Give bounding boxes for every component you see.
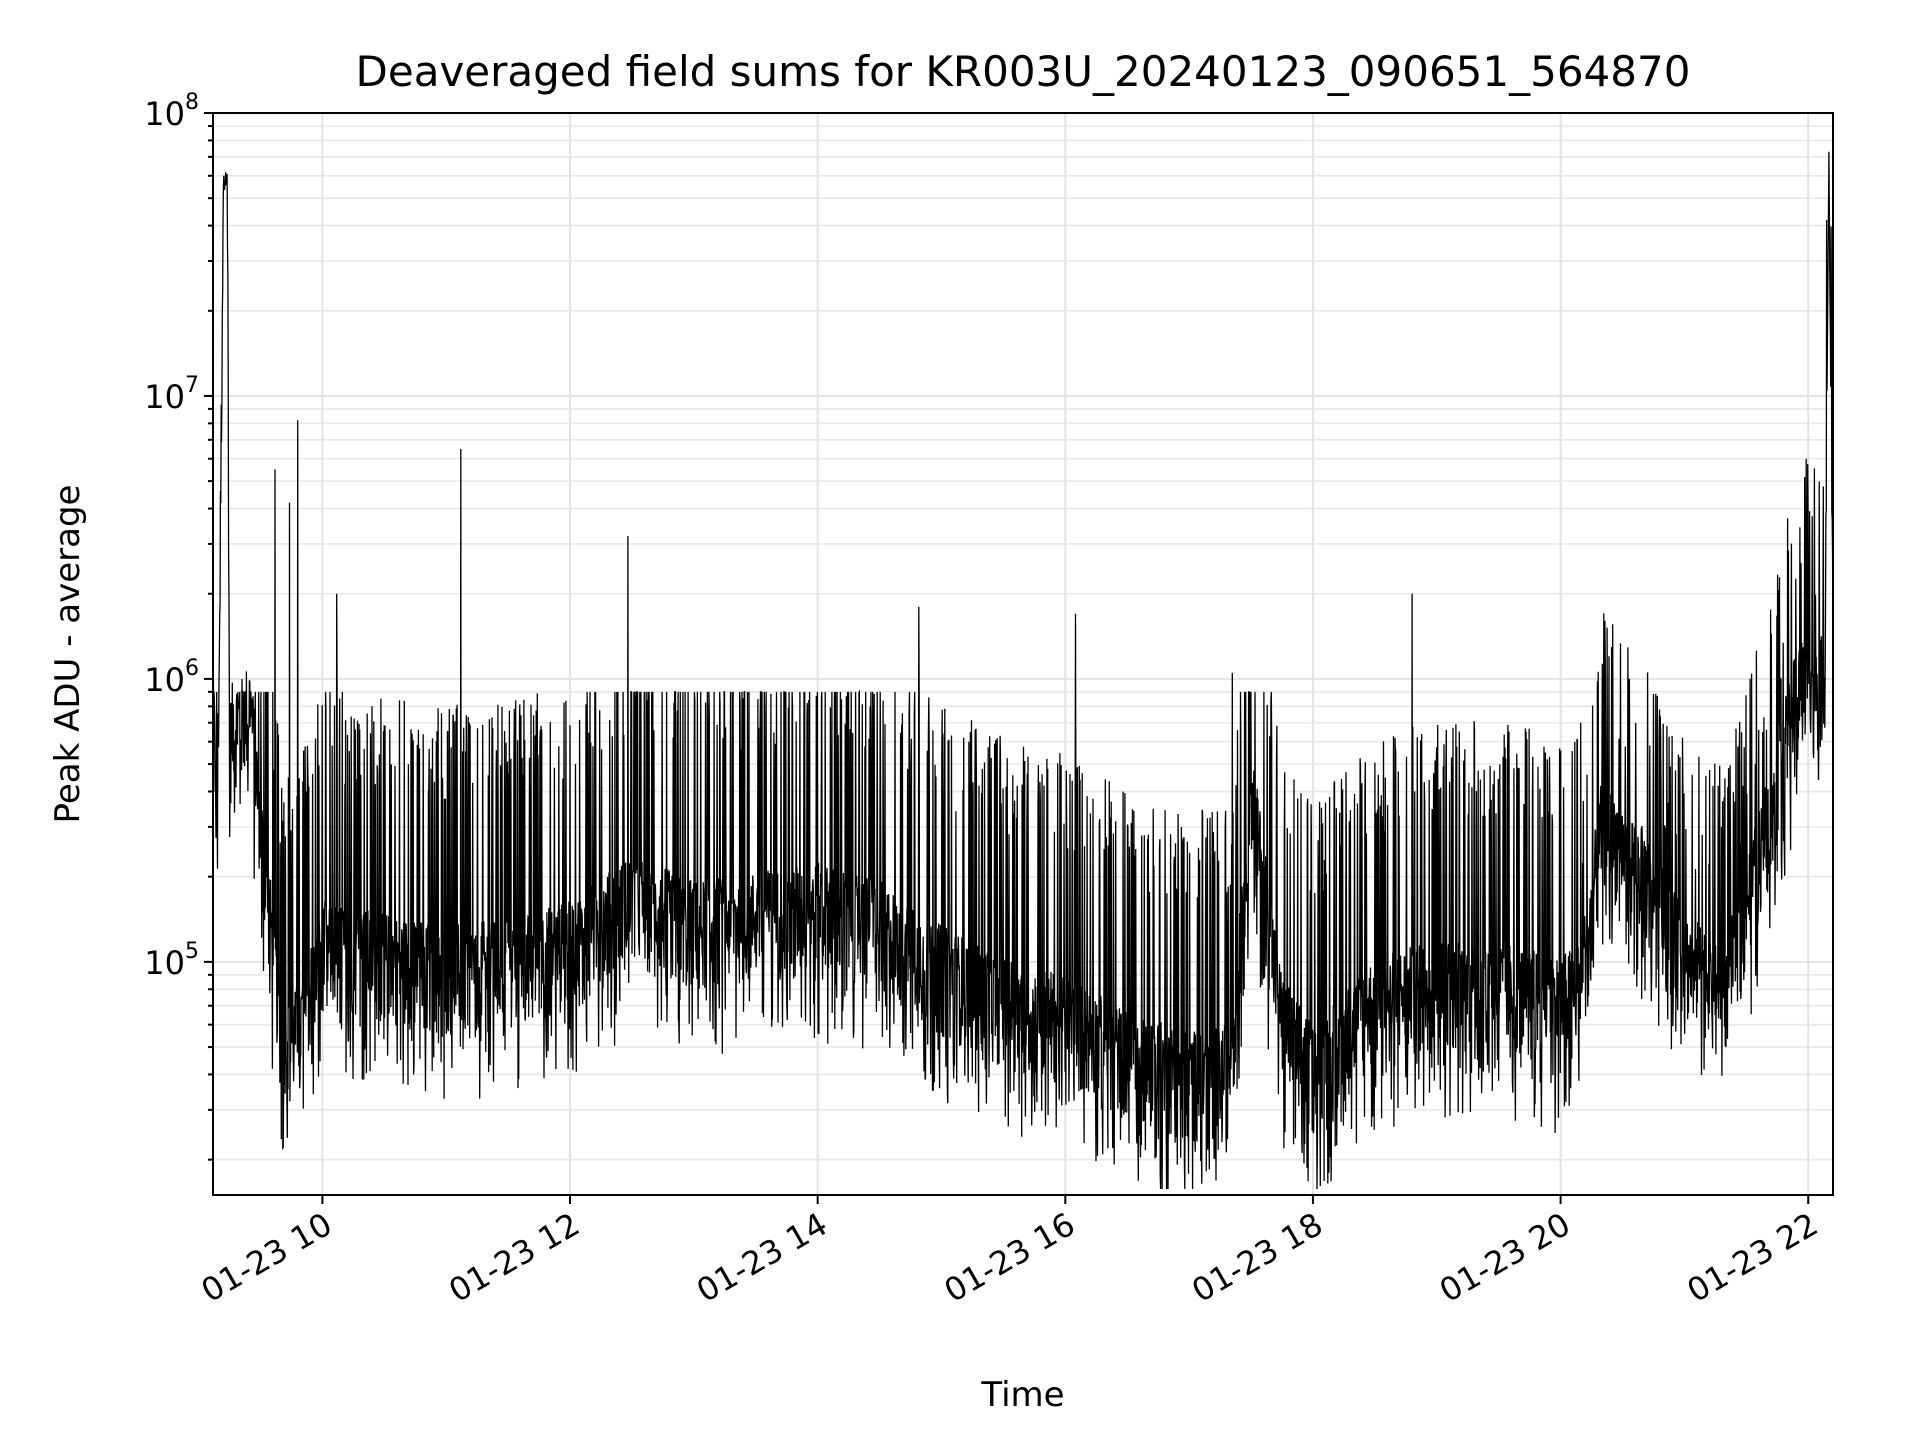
x-tick-label: 01-23 16	[938, 1205, 1082, 1310]
x-tick-label: 01-23 10	[195, 1205, 339, 1310]
y-tick-base: 10	[144, 661, 185, 699]
y-tick-base: 10	[144, 378, 185, 416]
plot-area	[212, 151, 1834, 1190]
x-axis: 01-23 10 01-23 12 01-23 14 01-23 16 01-23 18…	[195, 1195, 1824, 1310]
x-tick-label: 01-23 22	[1681, 1205, 1825, 1310]
y-tick-label: 108	[144, 90, 199, 133]
y-tick-label: 107	[144, 373, 199, 416]
y-tick-exponent: 7	[185, 373, 199, 398]
y-tick-exponent: 6	[185, 656, 199, 681]
x-tick-label: 01-23 14	[690, 1205, 834, 1310]
y-tick-exponent: 5	[185, 939, 199, 964]
x-tick-label: 01-23 12	[442, 1205, 586, 1310]
y-axis-label: Peak ADU - average	[48, 485, 88, 824]
y-tick-label: 106	[144, 656, 199, 699]
y-tick-base: 10	[144, 95, 185, 133]
y-tick-label: 105	[144, 939, 199, 982]
y-tick-exponent: 8	[185, 90, 199, 115]
series-line	[212, 151, 1834, 1190]
y-tick-base: 10	[144, 944, 185, 982]
x-axis-label: Time	[980, 1375, 1064, 1415]
plot-frame	[212, 112, 1834, 1196]
x-tick-label: 01-23 20	[1433, 1205, 1577, 1310]
x-tick-label: 01-23 18	[1185, 1205, 1329, 1310]
chart-title: Deaveraged field sums for KR003U_2024012…	[356, 47, 1691, 96]
